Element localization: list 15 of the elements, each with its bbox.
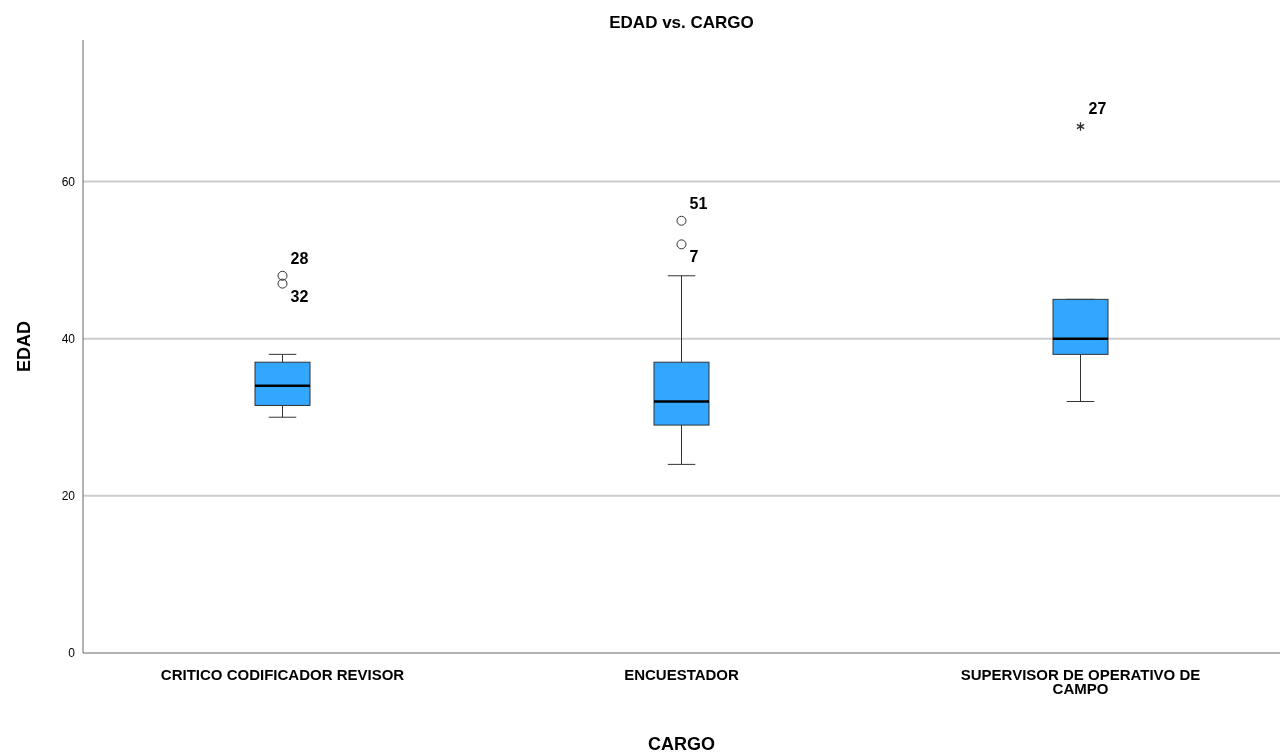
x-tick-label: ENCUESTADOR bbox=[624, 666, 740, 683]
annotation: 28 bbox=[290, 249, 309, 267]
x-tick-label: SUPERVISOR DE OPERATIVO DE CAMPO bbox=[960, 666, 1201, 697]
annotation: 32 bbox=[290, 287, 309, 305]
y-axis-title: EDAD bbox=[14, 320, 34, 373]
y-tick-label: 20 bbox=[61, 489, 76, 504]
annotation: 27 bbox=[1088, 100, 1107, 118]
chart-title: EDAD vs. CARGO bbox=[609, 13, 754, 32]
y-tick-label: 0 bbox=[68, 646, 76, 661]
x-axis-title: CARGO bbox=[648, 734, 715, 754]
x-tick-label: CRITICO CODIFICADOR REVISOR bbox=[160, 666, 405, 683]
y-tick-label: 60 bbox=[61, 174, 76, 189]
annotation: 7 bbox=[689, 248, 699, 266]
annotation: 51 bbox=[689, 194, 708, 212]
y-tick-label: 40 bbox=[61, 331, 76, 346]
